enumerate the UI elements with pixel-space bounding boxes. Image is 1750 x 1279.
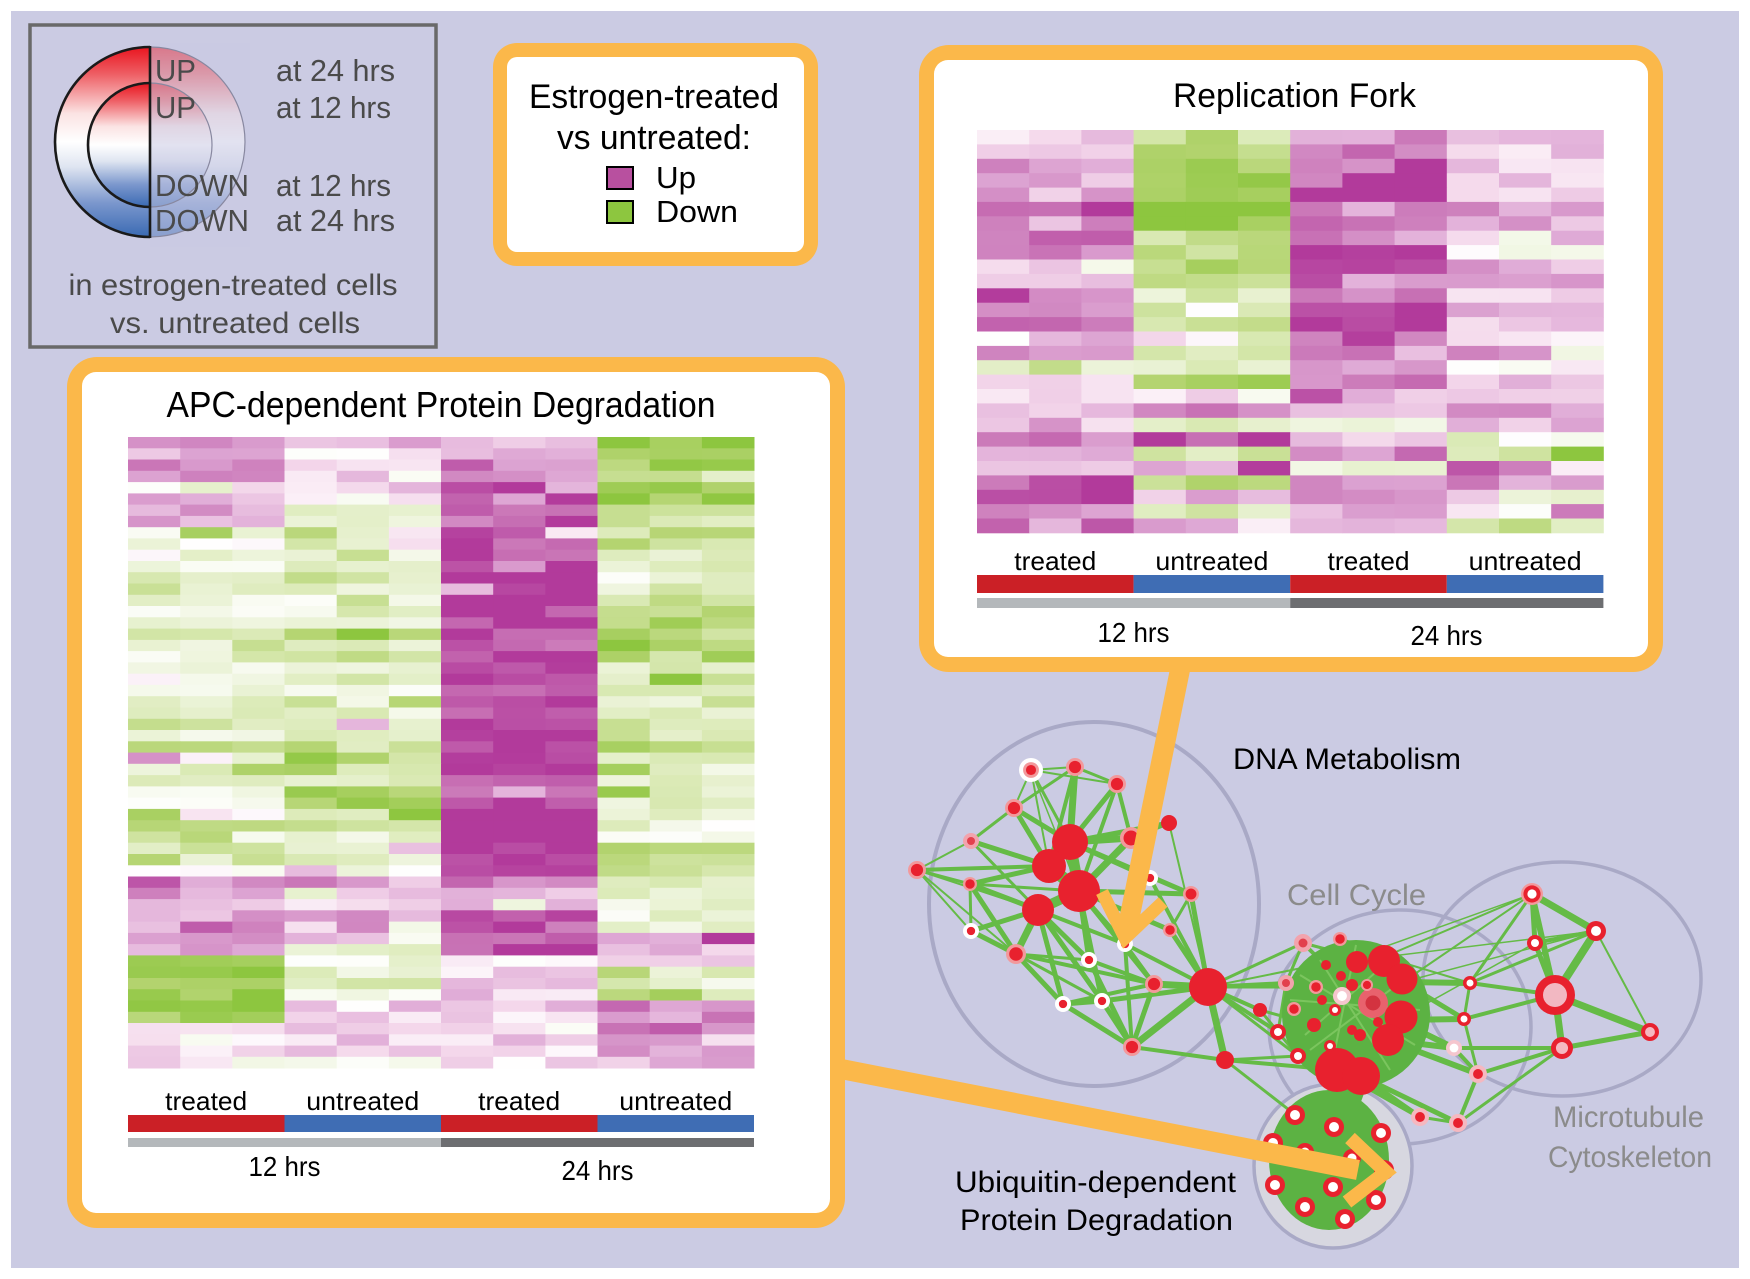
svg-text:DNA Metabolism: DNA Metabolism	[1233, 743, 1461, 776]
svg-text:in estrogen-treated cells: in estrogen-treated cells	[69, 269, 398, 302]
svg-text:untreated: untreated	[1155, 546, 1268, 576]
svg-text:Protein Degradation: Protein Degradation	[960, 1204, 1233, 1237]
svg-text:treated: treated	[1014, 546, 1096, 576]
svg-text:12 hrs: 12 hrs	[249, 1151, 321, 1182]
svg-text:Cytoskeleton: Cytoskeleton	[1548, 1141, 1712, 1174]
svg-text:DOWN: DOWN	[155, 203, 249, 238]
svg-text:Replication Fork: Replication Fork	[1173, 77, 1417, 115]
svg-text:at 24 hrs: at 24 hrs	[276, 53, 395, 88]
svg-text:at 24 hrs: at 24 hrs	[276, 203, 395, 238]
svg-text:Cell Cycle: Cell Cycle	[1287, 879, 1426, 912]
svg-text:Up: Up	[656, 160, 696, 195]
svg-text:untreated: untreated	[619, 1086, 732, 1116]
svg-text:12 hrs: 12 hrs	[1098, 617, 1170, 648]
svg-text:Ubiquitin-dependent: Ubiquitin-dependent	[955, 1166, 1237, 1199]
svg-text:24 hrs: 24 hrs	[562, 1155, 634, 1186]
svg-text:vs untreated:: vs untreated:	[557, 119, 751, 157]
svg-text:Microtubule: Microtubule	[1553, 1101, 1704, 1134]
svg-text:treated: treated	[165, 1086, 247, 1116]
svg-text:Down: Down	[656, 194, 738, 229]
svg-text:UP: UP	[155, 90, 196, 125]
svg-text:untreated: untreated	[306, 1086, 419, 1116]
svg-text:untreated: untreated	[1469, 546, 1582, 576]
svg-text:UP: UP	[155, 53, 196, 88]
svg-text:DOWN: DOWN	[155, 168, 249, 203]
svg-text:treated: treated	[1328, 546, 1410, 576]
svg-text:vs. untreated cells: vs. untreated cells	[110, 307, 360, 340]
svg-text:treated: treated	[478, 1086, 560, 1116]
svg-text:at 12 hrs: at 12 hrs	[276, 168, 391, 203]
svg-text:at 12 hrs: at 12 hrs	[276, 90, 391, 125]
svg-text:APC-dependent Protein Degradat: APC-dependent Protein Degradation	[167, 384, 716, 425]
svg-text:24 hrs: 24 hrs	[1411, 620, 1483, 651]
svg-text:Estrogen-treated: Estrogen-treated	[529, 78, 779, 116]
